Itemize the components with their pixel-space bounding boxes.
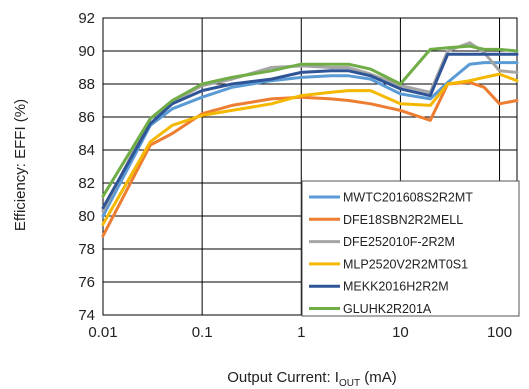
legend-label: DFE252010F-2R2M bbox=[343, 235, 455, 249]
series-line bbox=[101, 61, 519, 218]
series-line bbox=[101, 80, 519, 238]
legend-label: MLP2520V2R2MT0S1 bbox=[343, 257, 468, 271]
legend-label: GLUHK2R201A bbox=[343, 302, 432, 316]
x-tick-label: 0.1 bbox=[192, 324, 213, 341]
y-tick-label: 80 bbox=[78, 208, 95, 225]
y-tick-label: 84 bbox=[78, 142, 95, 159]
x-tick-label: 0.01 bbox=[88, 324, 117, 341]
y-tick-label: 76 bbox=[78, 274, 95, 291]
series-line bbox=[101, 44, 519, 198]
legend: MWTC201608S2R2MT DFE18SBN2R2MELL DFE252010… bbox=[301, 180, 520, 317]
series-layer bbox=[101, 41, 519, 238]
legend-box bbox=[301, 180, 520, 317]
x-tick-label: 10 bbox=[392, 324, 409, 341]
y-tick-label: 78 bbox=[78, 241, 95, 258]
x-axis-title: Output Current: IOUT (mA) bbox=[227, 369, 397, 389]
legend-label: DFE18SBN2R2MELL bbox=[343, 213, 463, 227]
legend-label: MWTC201608S2R2MT bbox=[343, 191, 473, 205]
y-tick-label: 86 bbox=[78, 109, 95, 126]
x-axis-title-unit: (mA) bbox=[360, 369, 397, 386]
legend-label: MEKK2016H2R2M bbox=[343, 280, 449, 294]
x-axis-title-subscript: OUT bbox=[339, 378, 360, 389]
y-tick-label: 92 bbox=[78, 10, 95, 27]
axis-ticks: 74 76 78 80 82 84 86 88 90 92 0.01 0.1 1 10 100 bbox=[78, 10, 512, 341]
x-axis-title-main: Output Current: I bbox=[227, 369, 339, 386]
y-tick-label: 82 bbox=[78, 175, 95, 192]
y-tick-label: 88 bbox=[78, 76, 95, 93]
y-tick-label: 90 bbox=[78, 43, 95, 60]
y-tick-label: 74 bbox=[78, 307, 95, 324]
y-axis-title: Efficiency: EFFI (%) bbox=[12, 99, 29, 231]
series-line bbox=[101, 72, 519, 226]
x-tick-label: 100 bbox=[487, 324, 512, 341]
series-line bbox=[101, 52, 519, 210]
x-tick-label: 1 bbox=[297, 324, 305, 341]
